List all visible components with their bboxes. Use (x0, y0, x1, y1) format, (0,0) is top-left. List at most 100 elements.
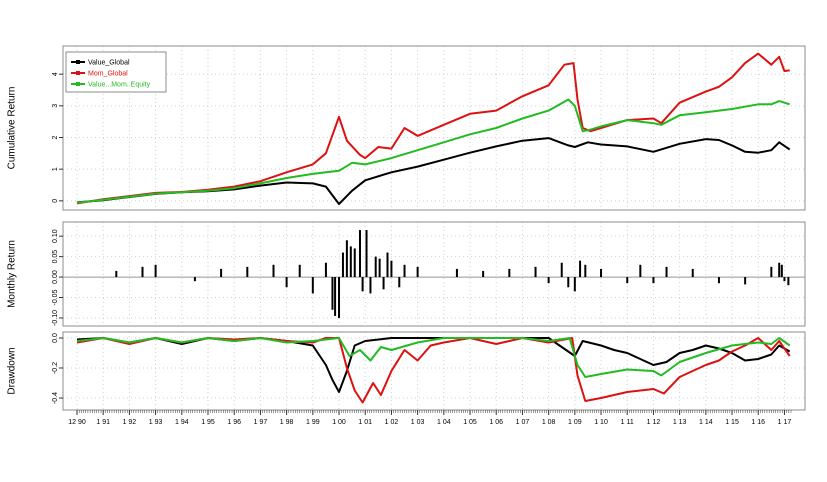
return-bar (382, 277, 385, 290)
series-line-value-global (76, 137, 791, 205)
return-bar (378, 258, 381, 278)
y-tick-label: 3 (52, 104, 59, 108)
x-tick-label: 1 00 (332, 419, 346, 426)
return-bar (780, 264, 783, 278)
return-bar (626, 277, 629, 284)
return-bar (639, 264, 642, 278)
return-bar (246, 266, 249, 278)
return-bar (398, 277, 401, 288)
y-axis-label: Drawdown (7, 347, 18, 394)
legend-label: Value...Mom..Equity (88, 82, 151, 89)
x-tick-label: 1 94 (175, 419, 189, 426)
return-bar (778, 262, 781, 278)
legend-marker (76, 60, 80, 64)
x-tick-label: 1 07 (516, 419, 530, 426)
return-bar (115, 270, 118, 278)
return-bar (361, 277, 364, 292)
x-tick-label: 1 12 (647, 419, 661, 426)
return-bar (298, 264, 301, 278)
return-bar (365, 230, 368, 278)
return-bar (272, 264, 275, 278)
return-bar (390, 260, 393, 278)
x-tick-label: 1 06 (489, 419, 503, 426)
y-tick-label: -0.2 (52, 362, 59, 374)
return-bar (338, 277, 341, 318)
return-bar (508, 268, 511, 278)
return-bar (311, 277, 314, 294)
return-bar (141, 266, 144, 278)
return-bar (285, 277, 288, 288)
return-bar (374, 256, 377, 278)
panel-frame (62, 331, 806, 411)
return-bar (193, 277, 196, 282)
return-bar (324, 262, 327, 278)
return-bar (482, 270, 485, 278)
series-line-value-mom-equity (76, 337, 791, 378)
x-tick-label: 1 99 (306, 419, 320, 426)
x-tick-label: 1 09 (568, 419, 582, 426)
return-bar (416, 266, 419, 278)
x-tick-label: 1 16 (751, 419, 765, 426)
series-line-mom-global (76, 52, 790, 205)
y-axis-label: Cumulative Return (7, 87, 18, 170)
x-tick-label: 1 03 (411, 419, 425, 426)
return-bar (717, 277, 720, 284)
y-tick-label: -0.05 (52, 289, 59, 305)
return-bar (455, 268, 458, 278)
legend-label: Mom_Global (88, 71, 128, 78)
y-tick-label: 0.0 (52, 333, 59, 343)
return-bar (691, 268, 694, 278)
return-bar (744, 277, 747, 285)
return-bar (220, 268, 223, 278)
y-tick-label: 0.00 (52, 270, 59, 284)
return-bar (334, 277, 337, 316)
return-bar (534, 266, 537, 278)
return-bar (787, 277, 790, 286)
x-tick-label: 1 04 (437, 419, 451, 426)
y-axis-label: Monthly Return (7, 240, 18, 308)
x-tick-label: 1 91 (96, 419, 110, 426)
x-tick-label: 1 10 (594, 419, 608, 426)
return-bar (369, 277, 372, 294)
return-bar (783, 277, 786, 282)
series-line-mom-global (76, 337, 791, 404)
legend-marker (76, 71, 80, 75)
x-tick-label: 1 98 (280, 419, 294, 426)
x-tick-label: 1 95 (201, 419, 215, 426)
x-tick-label: 1 92 (123, 419, 137, 426)
panel-frame (62, 45, 806, 211)
x-tick-label: 1 97 (254, 419, 268, 426)
return-bar (358, 230, 361, 278)
x-tick-label: 1 96 (227, 419, 241, 426)
return-bar (345, 240, 348, 278)
y-tick-label: 0 (52, 199, 59, 203)
legend-marker (76, 82, 80, 86)
return-bar (560, 262, 563, 278)
return-bar (665, 266, 668, 278)
return-bar (573, 277, 576, 292)
y-tick-label: 0.05 (52, 250, 59, 264)
y-tick-label: 2 (52, 135, 59, 139)
return-bar (770, 266, 773, 278)
x-tick-label: 1 11 (621, 419, 634, 426)
y-tick-label: -0.10 (52, 310, 59, 326)
y-tick-label: -0.4 (52, 392, 59, 404)
return-bar (386, 252, 389, 278)
return-bar (600, 268, 603, 278)
series-line-value-mom-equity (76, 98, 790, 204)
x-tick-label: 1 05 (463, 419, 477, 426)
return-bar (349, 246, 352, 278)
return-bar (331, 277, 334, 310)
return-bar (579, 260, 582, 278)
return-bar (403, 264, 406, 278)
x-tick-label: 1 14 (699, 419, 713, 426)
x-tick-label: 1 08 (542, 419, 556, 426)
legend-label: Value_Global (88, 60, 130, 67)
x-tick-label: 1 93 (149, 419, 163, 426)
return-bar (547, 277, 550, 284)
return-bar (652, 277, 655, 284)
x-tick-label: 1 01 (358, 419, 372, 426)
series-line-value-global (76, 337, 791, 393)
